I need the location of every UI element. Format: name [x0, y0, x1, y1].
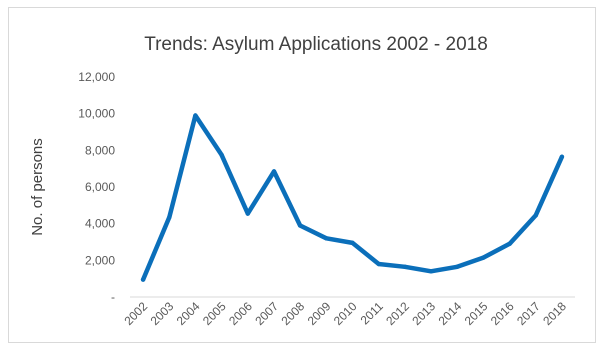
x-tick-label: 2002: [121, 299, 150, 328]
data-point: [219, 152, 224, 158]
data-point: [271, 169, 277, 174]
x-tick-label: 2003: [148, 299, 177, 328]
chart-title: Trends: Asylum Applications 2002 - 2018: [144, 34, 488, 55]
data-point: [140, 277, 146, 282]
y-tick-label: 2,000: [85, 253, 115, 267]
x-tick-label: 2007: [252, 299, 281, 328]
y-tick-label: 4,000: [85, 217, 115, 231]
x-tick-label: 2015: [462, 299, 491, 328]
data-point: [324, 236, 329, 241]
y-tick-label: -: [111, 290, 115, 304]
y-axis: - 2,000 4,000 6,000 8,000 10,000 12,000: [78, 70, 115, 304]
chart-frame: [8, 7, 596, 343]
data-point: [167, 215, 172, 220]
y-tick-label: 6,000: [85, 180, 115, 194]
data-point: [533, 213, 538, 218]
data-point: [481, 255, 486, 260]
data-point: [455, 264, 460, 269]
data-point: [376, 261, 381, 267]
data-point: [402, 264, 408, 269]
x-tick-label: 2012: [383, 299, 412, 328]
data-point: [350, 240, 355, 246]
x-tick-label: 2014: [436, 299, 465, 328]
data-point: [193, 113, 198, 118]
x-axis: 2002200320042005200620072008200920102011…: [121, 299, 569, 328]
data-point: [428, 269, 434, 274]
x-tick-label: 2018: [540, 299, 569, 328]
y-tick-label: 10,000: [78, 107, 115, 121]
series-layer: [140, 113, 565, 282]
x-tick-label: 2011: [358, 299, 386, 327]
x-tick-label: 2008: [278, 299, 307, 328]
data-point: [507, 241, 512, 246]
x-tick-label: 2006: [226, 299, 255, 328]
y-tick-label: 8,000: [85, 143, 115, 157]
x-tick-label: 2005: [200, 299, 229, 328]
x-tick-label: 2013: [409, 299, 438, 328]
y-axis-title: No. of persons: [29, 138, 46, 236]
y-tick-label: 12,000: [78, 70, 115, 84]
series-line: [140, 113, 565, 282]
data-point: [297, 223, 303, 228]
data-point: [245, 211, 250, 216]
x-tick-label: 2004: [174, 299, 203, 328]
x-tick-label: 2009: [305, 299, 334, 328]
data-point: [559, 154, 565, 159]
x-tick-label: 2017: [514, 299, 543, 328]
x-tick-label: 2010: [331, 299, 360, 328]
x-tick-label: 2016: [488, 299, 517, 328]
